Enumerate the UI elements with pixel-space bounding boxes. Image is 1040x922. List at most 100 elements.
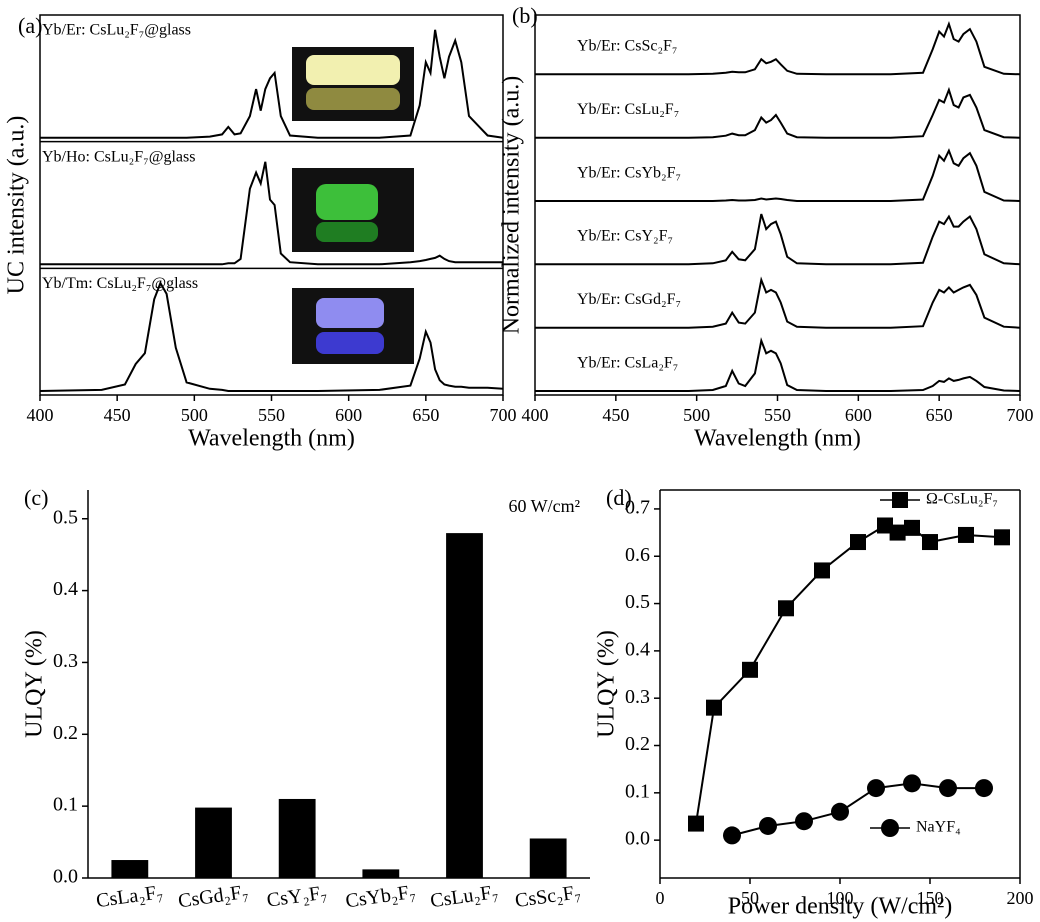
y-tick-label: 0.6 (625, 544, 650, 566)
marker (889, 524, 906, 541)
panel-label: (b) (512, 3, 538, 28)
bar (195, 807, 232, 878)
marker (706, 699, 722, 716)
x-tick-label: 400 (522, 405, 549, 425)
x-tick-label: CsY₂F₇ (265, 881, 328, 911)
y-tick-label: 0.2 (625, 733, 650, 755)
series-label: Yb/Tm: CsLu₂F₇@glass (42, 275, 198, 292)
marker (795, 812, 813, 831)
marker (922, 534, 938, 551)
annotation: 60 W/cm² (508, 496, 580, 516)
bar (278, 798, 316, 878)
x-tick-label: 500 (683, 405, 710, 425)
y-tick-label: 0.1 (625, 780, 650, 802)
inset-glow (316, 298, 384, 328)
x-tick-label: 650 (926, 405, 953, 425)
x-tick-label: CsLu₂F₇ (429, 881, 500, 912)
y-tick-label: 0.5 (625, 591, 650, 613)
marker (742, 661, 758, 678)
x-tick-label: 450 (602, 405, 629, 425)
y-tick-label: 0.3 (53, 650, 78, 672)
x-tick-label: 400 (27, 405, 54, 425)
spectrum-line (535, 20, 1021, 76)
x-tick-label: CsSc₂F₇ (514, 881, 583, 912)
y-tick-label: 0.3 (625, 686, 650, 708)
y-axis-label: ULQY (%) (594, 630, 620, 738)
inset-glow (316, 222, 378, 242)
x-tick-label: 150 (917, 888, 944, 908)
series-label: Yb/Ho: CsLu₂F₇@glass (42, 148, 195, 165)
x-tick-label: CsLa₂F₇ (95, 881, 165, 912)
series-label: Yb/Er: CsLu₂F₇@glass (42, 22, 191, 39)
marker (688, 815, 704, 832)
x-tick-label: 500 (181, 405, 208, 425)
marker (814, 562, 830, 579)
x-axis-label: Power density (W/cm²) (728, 894, 952, 920)
x-tick-label: 550 (764, 405, 791, 425)
bar (529, 838, 567, 878)
x-tick-label: 100 (827, 888, 854, 908)
inset-glow (316, 332, 384, 354)
spectrum-line (39, 280, 504, 392)
y-axis-label: Normalized intensity (a.u.) (499, 76, 525, 335)
series-label: Yb/Er: CsLu₂F₇ (577, 101, 679, 118)
y-tick-label: 0.0 (53, 866, 78, 888)
inset-glow (306, 88, 400, 110)
inset-glow (306, 55, 400, 85)
marker (904, 519, 920, 536)
marker (877, 517, 893, 534)
x-axis-label: Wavelength (nm) (694, 426, 861, 452)
x-tick-label: 200 (1007, 888, 1034, 908)
y-tick-label: 0.4 (53, 578, 78, 600)
spectrum-line (535, 213, 1021, 266)
legend-marker (881, 819, 899, 837)
panel-label: (c) (24, 485, 48, 510)
series-label: Yb/Er: CsYb₂F₇ (577, 164, 681, 181)
bar (111, 860, 149, 878)
bar (362, 869, 400, 878)
spectrum-line (535, 276, 1021, 329)
series-label: Yb/Er: CsY₂F₇ (577, 228, 673, 245)
x-tick-label: 600 (845, 405, 872, 425)
spectrum-line (535, 337, 1021, 392)
spectrum-line (40, 29, 504, 139)
marker (958, 526, 974, 543)
y-tick-label: 0.5 (53, 506, 78, 528)
y-tick-label: 0.7 (625, 497, 650, 519)
spectrum-line (535, 86, 1021, 139)
y-tick-label: 0.0 (625, 828, 650, 850)
legend-label: NaYF₄ (916, 819, 961, 836)
marker (831, 802, 849, 821)
marker (778, 600, 794, 617)
marker (994, 529, 1010, 546)
series-label: Yb/Er: CsSc₂F₇ (577, 38, 678, 55)
spectrum-line (535, 148, 1021, 202)
x-tick-label: 650 (412, 405, 439, 425)
y-tick-label: 0.2 (53, 722, 78, 744)
marker (903, 774, 921, 793)
marker (850, 534, 866, 551)
panel-label: (a) (18, 13, 42, 38)
x-tick-label: CsGd₂F₇ (177, 881, 250, 913)
y-tick-label: 0.4 (625, 638, 650, 660)
plot-frame (39, 14, 504, 396)
marker (975, 779, 993, 798)
inset-glow (316, 184, 378, 220)
x-tick-label: 450 (104, 405, 131, 425)
y-axis-label: UC intensity (a.u.) (4, 116, 30, 295)
marker (939, 779, 957, 798)
x-axis-label: Wavelength (nm) (188, 426, 355, 452)
x-tick-label: 550 (258, 405, 285, 425)
marker (723, 826, 741, 845)
marker (759, 816, 777, 835)
legend-label: Ω-CsLu₂F₇ (926, 491, 998, 508)
panel-label: (d) (606, 485, 632, 510)
y-axis-label: ULQY (%) (22, 630, 48, 738)
x-tick-label: 700 (1007, 405, 1034, 425)
x-tick-label: 50 (741, 888, 759, 908)
series-label: Yb/Er: CsLa₂F₇ (577, 354, 678, 371)
series-label: Yb/Er: CsGd₂F₇ (577, 291, 681, 308)
y-tick-label: 0.1 (53, 794, 78, 816)
marker (867, 779, 885, 798)
